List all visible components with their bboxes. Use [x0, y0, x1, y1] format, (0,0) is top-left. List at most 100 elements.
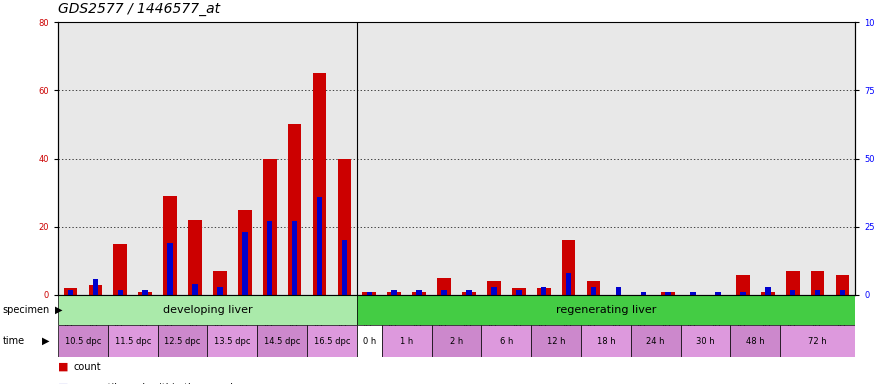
Bar [681, 325, 731, 357]
Bar [562, 240, 576, 295]
Bar [786, 271, 800, 295]
Text: 18 h: 18 h [597, 336, 615, 346]
Bar [391, 290, 397, 295]
Bar [242, 232, 248, 295]
Bar [591, 287, 596, 295]
Bar [167, 243, 173, 295]
Bar [164, 196, 177, 295]
Bar [690, 292, 696, 295]
Bar [217, 287, 222, 295]
Bar [341, 240, 347, 295]
Bar [790, 290, 795, 295]
Bar [143, 290, 148, 295]
Bar [581, 325, 631, 357]
Bar [207, 325, 257, 357]
Bar [441, 290, 447, 295]
Bar [541, 287, 546, 295]
Bar [192, 284, 198, 295]
Text: ■: ■ [58, 362, 68, 372]
Text: 11.5 dpc: 11.5 dpc [115, 336, 150, 346]
Text: ■: ■ [58, 383, 68, 384]
Bar [117, 290, 123, 295]
Text: 16.5 dpc: 16.5 dpc [314, 336, 350, 346]
Text: 1 h: 1 h [400, 336, 413, 346]
Text: 12 h: 12 h [547, 336, 565, 346]
Bar [338, 159, 351, 295]
Bar [491, 287, 497, 295]
Bar [114, 244, 127, 295]
Bar [88, 285, 102, 295]
Bar [388, 291, 401, 295]
Bar [412, 291, 426, 295]
Bar [431, 325, 481, 357]
Text: 24 h: 24 h [647, 336, 665, 346]
Bar [487, 281, 500, 295]
Bar [64, 288, 77, 295]
Bar [662, 291, 675, 295]
Bar [357, 295, 855, 325]
Bar [307, 325, 357, 357]
Text: 14.5 dpc: 14.5 dpc [264, 336, 300, 346]
Text: regenerating liver: regenerating liver [556, 305, 656, 315]
Bar [367, 292, 372, 295]
Text: GDS2577 / 1446577_at: GDS2577 / 1446577_at [58, 2, 220, 16]
Text: developing liver: developing liver [163, 305, 252, 315]
Text: ▶: ▶ [42, 336, 50, 346]
Bar [780, 325, 855, 357]
Text: 13.5 dpc: 13.5 dpc [214, 336, 250, 346]
Bar [811, 271, 824, 295]
Text: 10.5 dpc: 10.5 dpc [65, 336, 102, 346]
Bar [158, 325, 207, 357]
Bar [288, 124, 302, 295]
Bar [262, 159, 276, 295]
Bar [836, 275, 850, 295]
Bar [616, 287, 621, 295]
Bar [586, 281, 600, 295]
Text: ▶: ▶ [55, 305, 63, 315]
Bar [438, 278, 451, 295]
Bar [58, 295, 357, 325]
Text: specimen: specimen [3, 305, 50, 315]
Bar [362, 291, 376, 295]
Bar [416, 290, 422, 295]
Bar [815, 290, 821, 295]
Bar [108, 325, 158, 357]
Text: time: time [3, 336, 24, 346]
Text: 0 h: 0 h [363, 336, 376, 346]
Bar [666, 292, 671, 295]
Bar [481, 325, 531, 357]
Bar [382, 325, 431, 357]
Bar [566, 273, 571, 295]
Bar [761, 291, 774, 295]
Bar [736, 275, 750, 295]
Bar [138, 291, 152, 295]
Bar [466, 290, 472, 295]
Bar [512, 288, 526, 295]
Bar [516, 290, 522, 295]
Bar [257, 325, 307, 357]
Text: 2 h: 2 h [450, 336, 463, 346]
Bar [238, 210, 252, 295]
Bar [537, 288, 550, 295]
Text: 48 h: 48 h [746, 336, 765, 346]
Bar [267, 221, 272, 295]
Bar [213, 271, 227, 295]
Bar [765, 287, 771, 295]
Bar [58, 325, 108, 357]
Bar [312, 73, 326, 295]
Bar [715, 292, 721, 295]
Bar [317, 197, 322, 295]
Bar [188, 220, 202, 295]
Text: 6 h: 6 h [500, 336, 513, 346]
Text: count: count [74, 362, 102, 372]
Bar [640, 292, 646, 295]
Bar [740, 292, 746, 295]
Bar [292, 221, 298, 295]
Bar [357, 325, 382, 357]
Bar [840, 290, 845, 295]
Text: 72 h: 72 h [808, 336, 827, 346]
Bar [731, 325, 780, 357]
Text: 12.5 dpc: 12.5 dpc [164, 336, 200, 346]
Bar [631, 325, 681, 357]
Text: 30 h: 30 h [696, 336, 715, 346]
